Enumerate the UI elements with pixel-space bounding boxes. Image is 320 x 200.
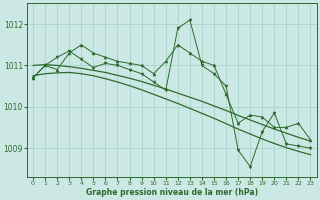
X-axis label: Graphe pression niveau de la mer (hPa): Graphe pression niveau de la mer (hPa) <box>86 188 258 197</box>
